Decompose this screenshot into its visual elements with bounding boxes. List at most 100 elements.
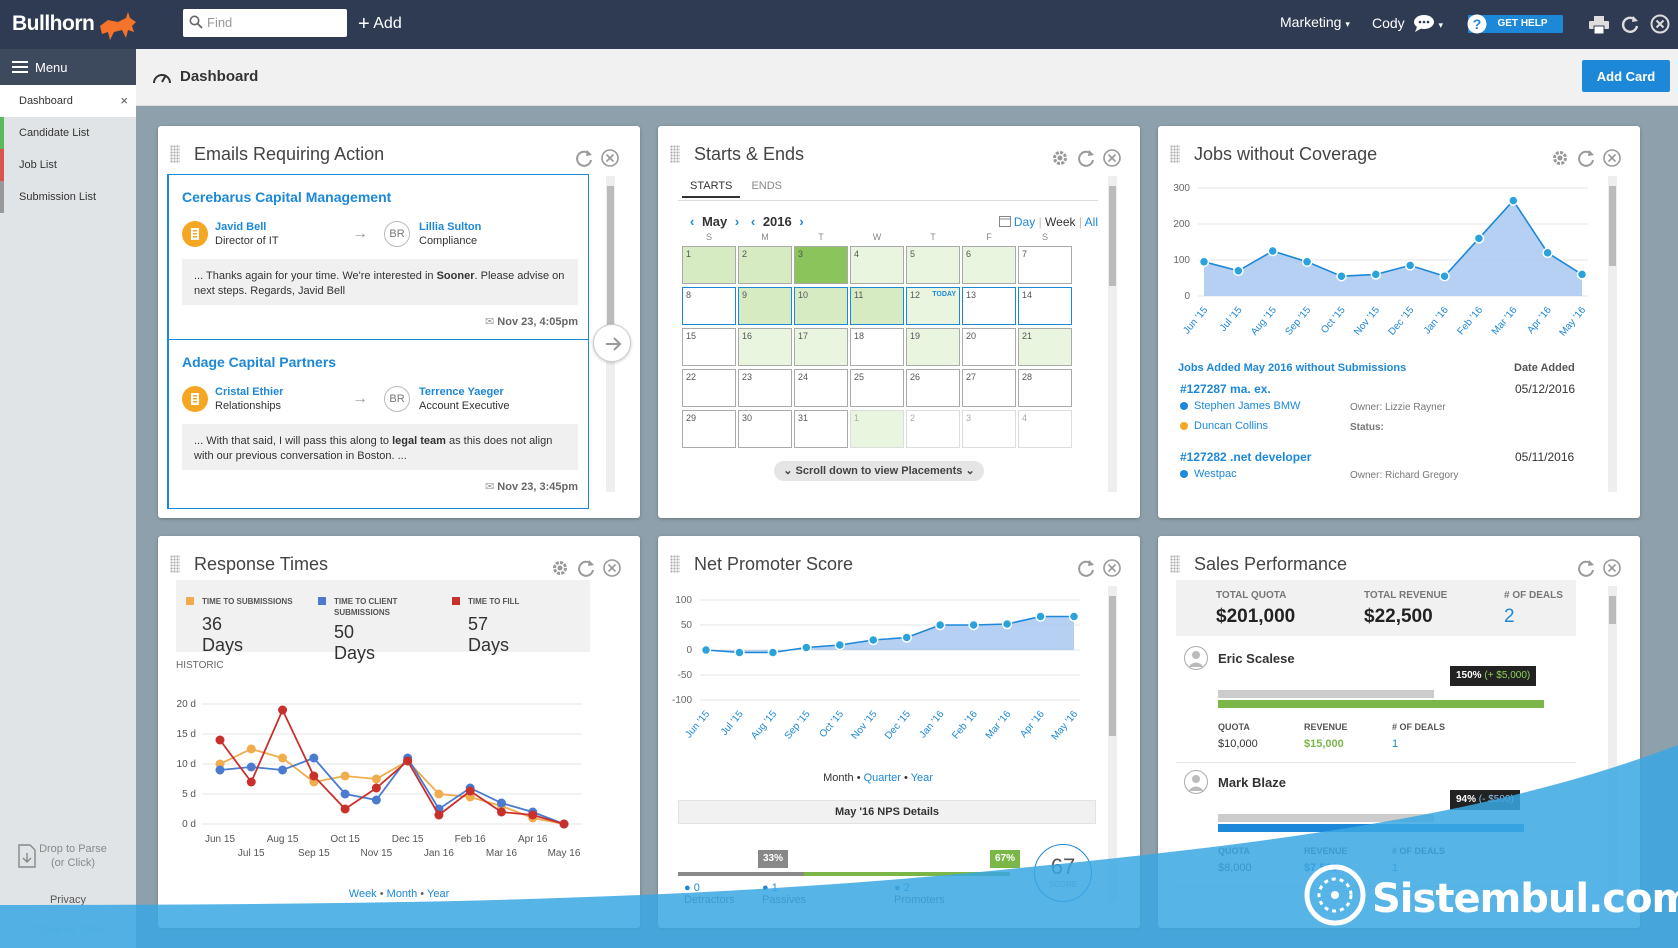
close-all-tabs[interactable]: Close All Tabs	[33, 924, 103, 936]
email-item[interactable]: Adage Capital Partners Cristal Ethier Rela…	[167, 339, 589, 509]
calendar-day[interactable]: 5	[906, 246, 960, 284]
menu-toggle[interactable]: Menu	[0, 49, 136, 85]
data-point[interactable]	[1508, 195, 1519, 206]
email-to-name[interactable]: Terrence Yaeger	[419, 386, 504, 398]
data-point[interactable]	[434, 810, 444, 820]
calendar-day[interactable]: 21	[1018, 328, 1072, 366]
data-point[interactable]	[1068, 611, 1080, 622]
calendar-day[interactable]: 4	[1018, 410, 1072, 448]
data-point[interactable]	[1198, 256, 1210, 268]
tab-starts[interactable]: STARTS	[682, 176, 741, 198]
email-company[interactable]: Cerebarus Capital Management	[182, 189, 392, 205]
data-point[interactable]	[559, 819, 569, 829]
data-point[interactable]	[1301, 256, 1313, 268]
data-point[interactable]	[868, 634, 879, 646]
drag-handle[interactable]	[1170, 555, 1180, 573]
data-point[interactable]	[528, 810, 538, 820]
drop-to-parse[interactable]: Drop to Parse (or Click)	[18, 842, 128, 870]
sidebar-tab-submission-list[interactable]: Submission List	[0, 181, 136, 213]
view-all[interactable]: All	[1084, 215, 1098, 229]
data-point[interactable]	[278, 765, 288, 775]
calendar-day[interactable]: 2	[906, 410, 960, 448]
close-icon[interactable]	[600, 148, 620, 168]
data-point[interactable]	[465, 786, 475, 796]
tab-ends[interactable]: ENDS	[751, 180, 783, 192]
data-point[interactable]	[403, 756, 413, 766]
calendar-day[interactable]: 10	[794, 287, 848, 325]
calendar-day[interactable]: 11	[850, 287, 904, 325]
gear-icon[interactable]	[1050, 148, 1070, 168]
sidebar-tab-candidate-list[interactable]: Candidate List	[0, 117, 136, 149]
next-year-button[interactable]: ›	[799, 214, 804, 229]
refresh-icon[interactable]	[1576, 148, 1596, 168]
scrollbar[interactable]	[1108, 176, 1117, 492]
drag-handle[interactable]	[1170, 145, 1180, 163]
close-icon[interactable]	[602, 558, 622, 578]
calendar-day[interactable]: 3	[794, 246, 848, 284]
refresh-icon[interactable]	[1620, 14, 1640, 34]
scrollbar[interactable]	[1608, 586, 1617, 902]
data-point[interactable]	[1473, 233, 1485, 244]
calendar-day[interactable]: 7	[1018, 246, 1072, 284]
drag-handle[interactable]	[170, 145, 180, 163]
print-icon[interactable]	[1589, 16, 1609, 34]
email-from-name[interactable]: Cristal Ethier	[215, 386, 284, 398]
period-year[interactable]: Year	[910, 772, 933, 784]
email-to-name[interactable]: Lillia Sulton	[419, 221, 482, 233]
calendar-day[interactable]: 23	[738, 369, 792, 407]
refresh-icon[interactable]	[1076, 148, 1096, 168]
data-point[interactable]	[834, 639, 846, 651]
calendar-day[interactable]: 22	[682, 369, 736, 407]
data-point[interactable]	[801, 642, 812, 653]
email-company[interactable]: Adage Capital Partners	[182, 354, 337, 370]
refresh-icon[interactable]	[1576, 558, 1596, 578]
data-point[interactable]	[371, 783, 381, 793]
calendar-day[interactable]: 1	[850, 410, 904, 448]
job-contact[interactable]: Stephen James BMW	[1180, 400, 1300, 412]
calendar-day[interactable]: 25	[850, 369, 904, 407]
data-point[interactable]	[246, 777, 256, 787]
email-item[interactable]: Cerebarus Capital Management Javid Bell Di…	[167, 174, 589, 344]
data-point[interactable]	[734, 647, 745, 658]
calendar-day[interactable]: 26	[906, 369, 960, 407]
data-point[interactable]	[968, 619, 979, 631]
email-from-name[interactable]: Javid Bell	[215, 221, 267, 233]
calendar-day[interactable]: 3	[962, 410, 1016, 448]
job-contact[interactable]: Duncan Collins	[1180, 420, 1268, 432]
refresh-icon[interactable]	[574, 148, 594, 168]
search-input[interactable]	[207, 9, 337, 35]
close-icon[interactable]	[1102, 558, 1122, 578]
period-month[interactable]: Month	[386, 888, 418, 900]
refresh-icon[interactable]	[1076, 558, 1096, 578]
calendar-day[interactable]: 27	[962, 369, 1016, 407]
prev-month-button[interactable]: ‹	[690, 214, 695, 229]
data-point[interactable]	[215, 735, 225, 745]
data-point[interactable]	[1404, 260, 1416, 271]
data-point[interactable]	[1233, 265, 1244, 277]
calendar-day[interactable]: 4	[850, 246, 904, 284]
job-title[interactable]: #127282 .net developer	[1180, 450, 1312, 464]
calendar-day[interactable]: 20	[962, 328, 1016, 366]
data-point[interactable]	[434, 789, 444, 799]
job-title[interactable]: #127287 ma. ex.	[1180, 382, 1271, 396]
view-day[interactable]: Day	[1013, 215, 1036, 229]
calendar-day[interactable]: 18	[850, 328, 904, 366]
data-point[interactable]	[901, 632, 912, 643]
calendar-day[interactable]: 1	[682, 246, 736, 284]
scrollbar[interactable]	[1108, 586, 1117, 902]
gear-icon[interactable]	[550, 558, 570, 578]
data-point[interactable]	[700, 644, 712, 656]
data-point[interactable]	[309, 753, 319, 763]
calendar-day[interactable]: 13	[962, 287, 1016, 325]
person-name[interactable]: Eric Scalese	[1218, 651, 1295, 666]
data-point[interactable]	[934, 619, 946, 631]
data-point[interactable]	[1576, 269, 1588, 280]
data-point[interactable]	[1370, 269, 1382, 280]
data-point[interactable]	[1336, 270, 1347, 282]
data-point[interactable]	[340, 804, 350, 814]
view-week[interactable]: Week	[1045, 215, 1076, 229]
close-icon[interactable]	[1602, 558, 1622, 578]
calendar-day[interactable]: 15	[682, 328, 736, 366]
calendar-day[interactable]: 2	[738, 246, 792, 284]
data-point[interactable]	[496, 798, 506, 808]
